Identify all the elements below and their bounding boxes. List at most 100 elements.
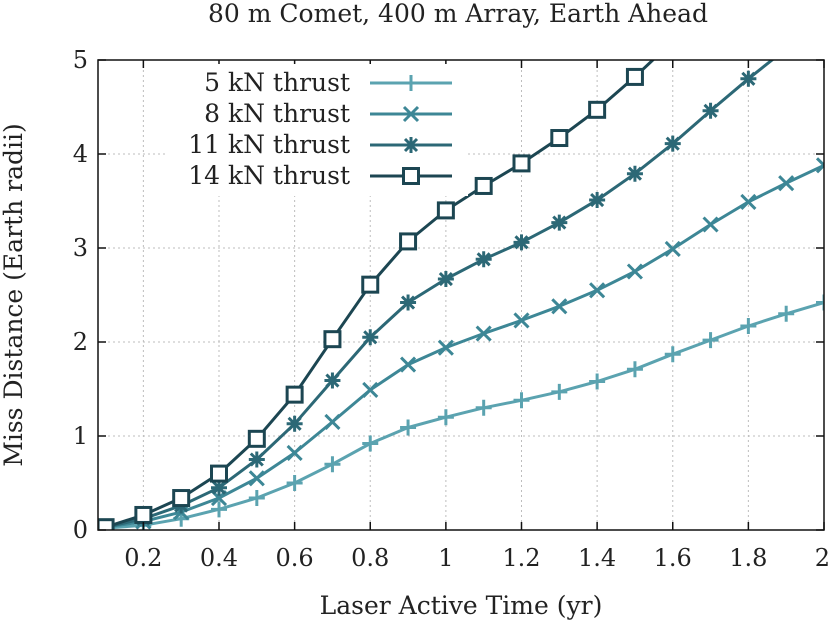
legend-label: 5 kN thrust [204,68,350,97]
y-tick-label: 3 [73,234,88,262]
data-point [323,330,342,349]
data-point [475,251,492,268]
data-point [211,479,227,496]
data-point [664,240,681,258]
legend-marker [402,167,420,185]
data-point [361,275,380,294]
data-point [626,165,643,182]
data-point [551,383,568,400]
data-point [134,505,153,524]
data-point [400,294,417,311]
data-point [400,356,417,373]
data-point [550,129,569,148]
data-point [248,490,265,507]
data-point [362,435,379,452]
data-point [778,305,795,322]
data-point [323,330,342,349]
data-point [740,193,757,211]
data-point [664,346,681,363]
data-point [626,165,643,182]
data-point [702,332,719,349]
data-point [400,356,417,373]
data-point [400,419,417,436]
data-point [437,339,454,356]
data-point [474,176,493,195]
data-point [399,232,418,251]
x-tick-label: 0.2 [124,544,162,572]
data-point [702,102,719,119]
y-tick-label: 2 [73,328,88,356]
data-point [324,372,341,389]
data-point [247,429,266,448]
data-point [210,464,228,483]
data-point [816,294,824,311]
data-point [702,102,719,119]
data-point [324,413,341,430]
series-line [105,163,824,529]
data-point [625,67,644,86]
data-point [740,70,757,87]
x-tick-label: 0.8 [351,544,389,572]
data-point [248,490,265,507]
data-point [551,214,568,231]
legend-marker [403,75,419,91]
data-point [512,154,531,173]
data-point [324,456,341,473]
data-point [512,154,531,173]
data-point [211,501,227,518]
data-point [362,381,379,399]
data-point [513,234,530,251]
legend-item: 8 kN thrust [204,99,452,128]
data-point [248,451,265,468]
y-tick-label: 1 [73,422,88,450]
data-point [702,216,719,233]
x-tick-label: 2 [815,544,830,572]
data-point [740,193,757,211]
data-point [664,240,681,258]
data-point [513,312,530,329]
data-point [286,444,303,461]
data-point [702,332,719,349]
data-point [551,383,568,400]
y-tick-label: 0 [73,516,88,544]
data-point [551,298,568,315]
data-point [664,135,681,152]
data-point [589,373,606,390]
legend-marker [403,137,419,153]
data-point [248,470,265,487]
data-point [626,361,643,378]
data-point [437,271,454,288]
data-point [247,429,266,448]
data-point [362,435,379,452]
series-line [105,60,656,529]
data-point [248,470,265,487]
data-point [589,192,606,209]
data-point [324,372,341,389]
data-point [550,129,569,148]
data-point [815,157,824,174]
data-point [778,175,795,192]
data-point [475,399,492,416]
series-4 [98,34,680,530]
data-point [286,415,303,432]
data-point [285,385,304,404]
data-point [400,294,417,311]
legend-item: 11 kN thrust [188,130,452,159]
data-point [740,70,757,87]
data-point [210,464,228,483]
x-tick-label: 1.6 [654,544,692,572]
data-point [589,192,606,209]
x-tick-label: 1.8 [729,544,767,572]
data-point [665,34,680,49]
data-point [626,263,643,280]
data-point [589,373,606,390]
data-point [399,232,418,251]
data-point [437,409,454,426]
data-point [362,329,379,346]
data-point [513,312,530,329]
legend-item: 5 kN thrust [204,68,452,97]
data-point [475,325,492,342]
data-point [172,489,191,508]
data-point [778,41,794,57]
